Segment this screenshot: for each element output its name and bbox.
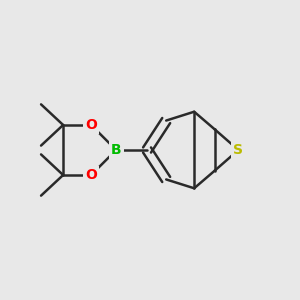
Text: B: B: [111, 143, 122, 157]
Text: S: S: [233, 143, 243, 157]
Text: O: O: [85, 168, 97, 182]
Text: O: O: [85, 118, 97, 132]
